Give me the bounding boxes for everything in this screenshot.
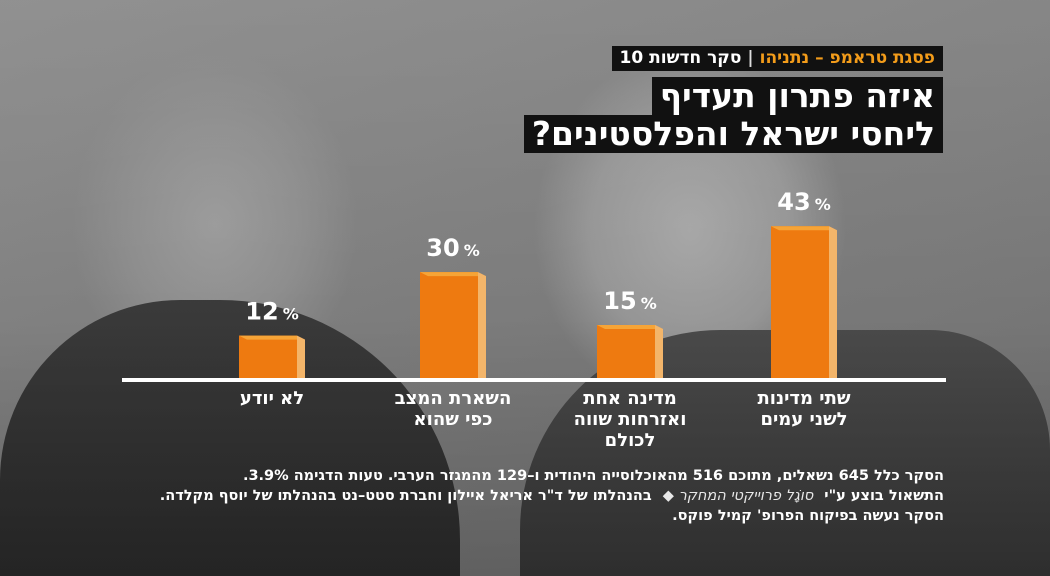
bar-top-0 [239,335,305,340]
category-label-2-0: מדינה אחת [583,388,676,409]
footer-line-1: הסקר כלל 645 נשאלים, מתוכם 516 מהאוכלוסי… [242,468,944,484]
bar-side-2 [655,325,663,378]
category-label-2-1: ואזרחות שווה [574,409,687,430]
category-label-3-1: לשני עמים [760,409,847,430]
header: פסגת טראמפ – נתניהו|סקר חדשות 10 איזה פת… [523,46,943,153]
bar-side-1 [478,272,486,378]
data-label-value-3: 43 [777,188,810,216]
bar-top-2 [597,325,663,330]
data-label-3: 43% [777,188,830,216]
title-line-1: איזה פתרון תעדיף [651,77,943,115]
baseline [122,378,946,382]
title-line-2: ליחסי ישראל והפלסטינים? [523,115,943,153]
footer-line-2: התשאול בוצע ע"י סוֹגָל פרוייקטי המחקר ◆ … [104,486,944,506]
bar-top-1 [420,272,486,277]
category-label-2-2: לכולם [605,430,656,451]
bar-side-3 [829,226,837,378]
pollster-logo: סוֹגָל פרוייקטי המחקר ◆ [663,486,813,506]
footer-line-2-end: בהנהלתו של ד"ר אריאל איילון וחברת סטט–נט… [159,488,652,504]
data-label-value-0: 12 [245,298,278,326]
footer-line-2-start: התשאול בוצע ע"י [824,488,944,504]
bar-front-2 [597,325,655,378]
data-label-unit-1: % [464,241,480,260]
data-label-1: 30% [426,234,479,262]
diamond-icon: ◆ [662,488,674,504]
data-label-unit-2: % [641,294,657,313]
data-label-unit-3: % [815,195,831,214]
data-label-2: 15% [603,287,656,315]
bar-front-0 [239,335,297,378]
data-label-unit-0: % [283,305,299,324]
footer-line-3: הסקר נעשה בפיקוח הפרופ' קמיל פוקס. [672,508,944,524]
footer-notes: הסקר כלל 645 נשאלים, מתוכם 516 מהאוכלוסי… [104,466,944,526]
kicker: פסגת טראמפ – נתניהו|סקר חדשות 10 [611,46,943,71]
kicker-highlight: פסגת טראמפ – נתניהו [759,48,935,68]
category-label-1-1: כפי שהוא [414,409,493,430]
data-label-0: 12% [245,298,298,326]
kicker-text: סקר חדשות 10 [619,48,742,68]
category-label-1-0: השארת המצב [395,388,512,409]
category-label-3-0: שתי מדינות [757,388,850,409]
kicker-separator: | [747,48,754,68]
pollster-logo-text: סוֹגָל פרוייקטי המחקר [678,488,814,504]
bar-top-3 [771,226,837,231]
bar-side-0 [297,335,305,378]
data-label-value-1: 30 [426,234,459,262]
bar-front-3 [771,226,829,378]
bar-front-1 [420,272,478,378]
category-label-0-0: לא יודע [240,388,304,409]
data-label-value-2: 15 [603,287,636,315]
